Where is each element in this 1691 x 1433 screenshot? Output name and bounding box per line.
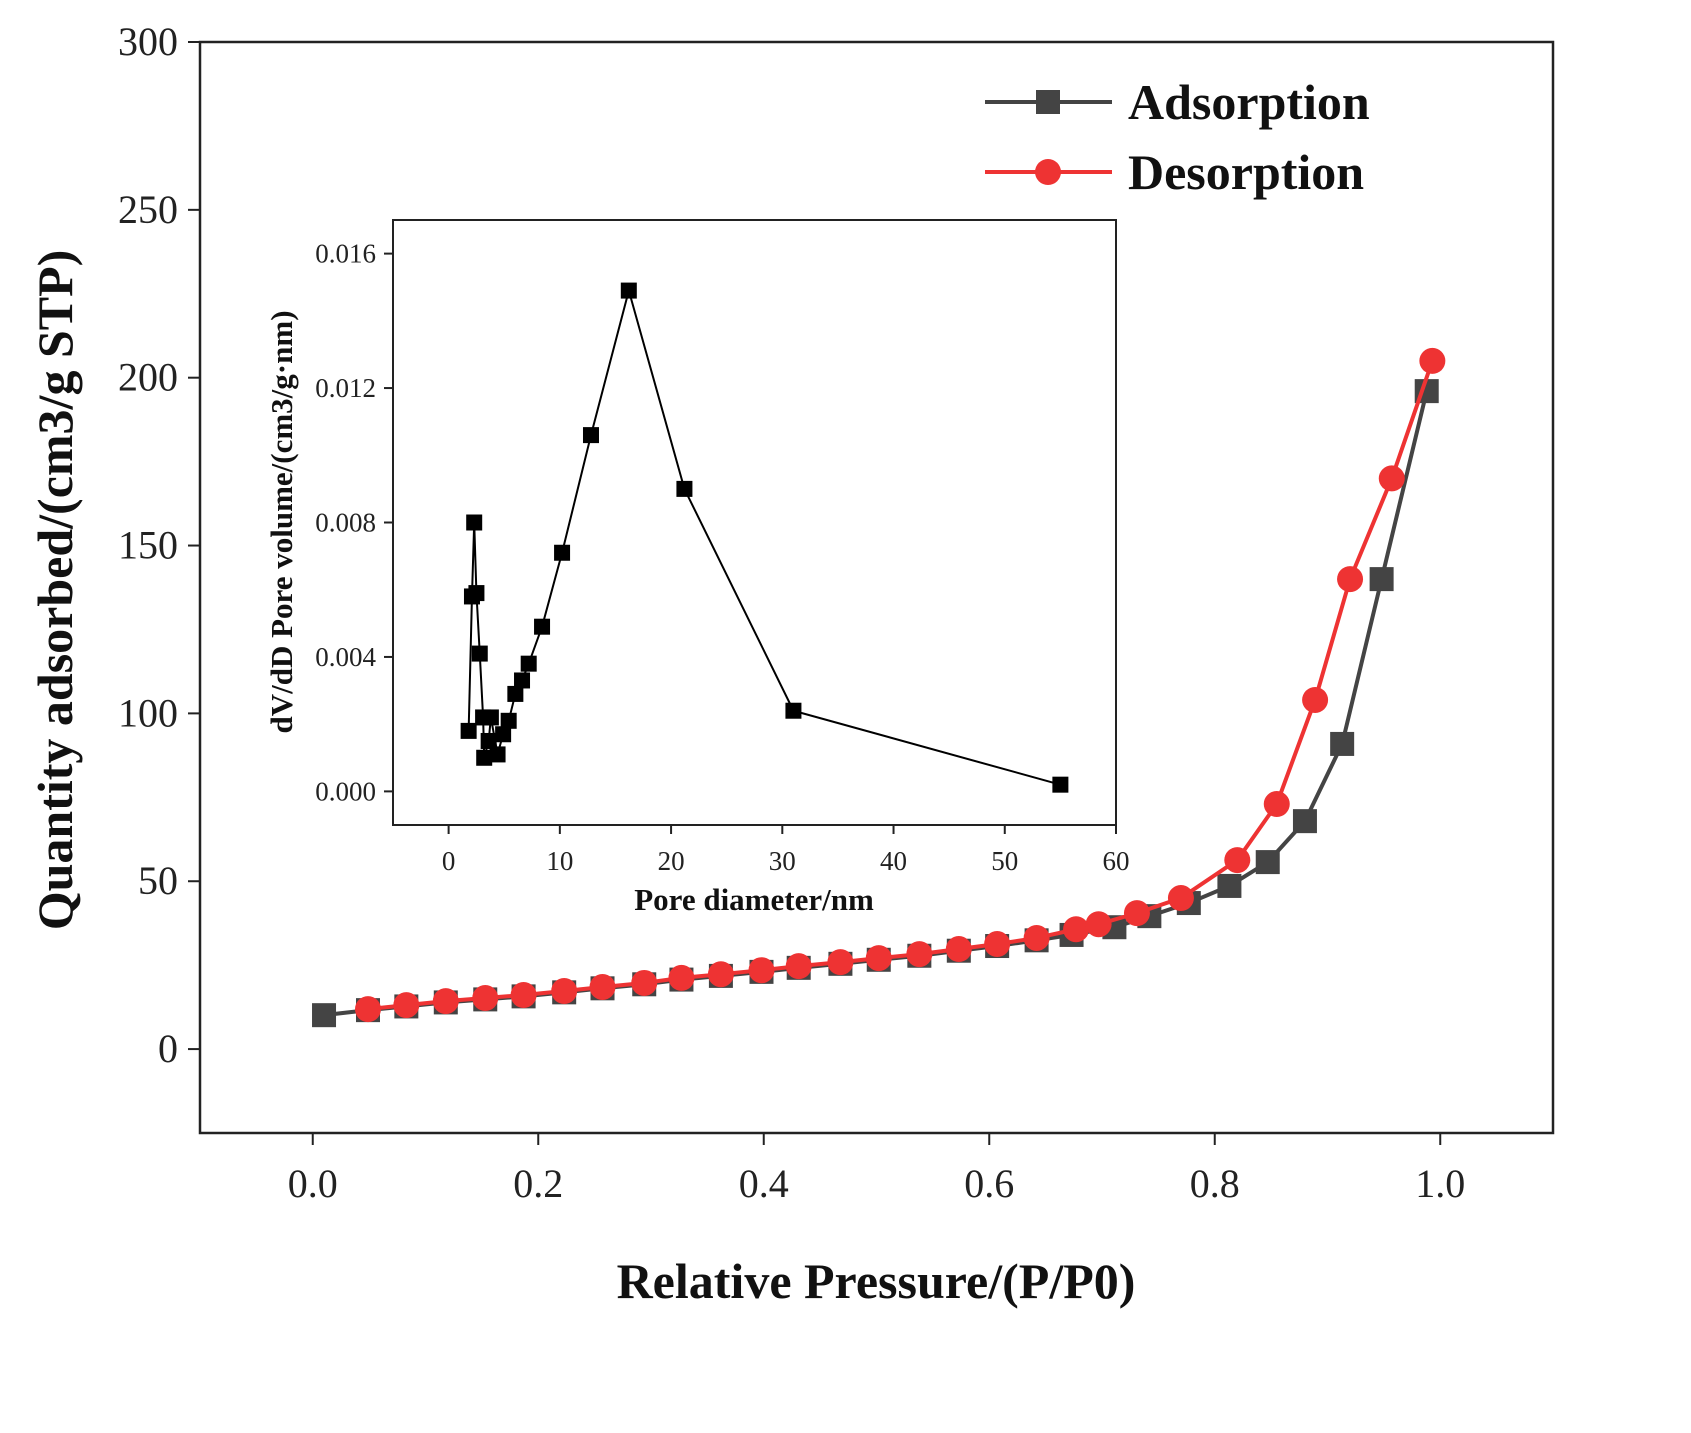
main-plot-frame — [198, 40, 1555, 1135]
desorption-point — [432, 988, 459, 1015]
inset-x-tick-label: 20 — [658, 846, 685, 876]
pore-size-distribution-point — [620, 282, 637, 299]
adsorption-point — [1369, 567, 1394, 592]
desorption-point — [1419, 347, 1446, 374]
inset-y-tick-label: 0.008 — [315, 508, 376, 538]
pore-size-distribution-point — [482, 709, 499, 726]
inset-x-tick-label: 30 — [769, 846, 796, 876]
pore-size-distribution-point — [554, 544, 571, 561]
legend-adsorption-label: Adsorption — [1128, 74, 1370, 130]
inset-x-axis-label: Pore diameter/nm — [634, 882, 874, 917]
pore-size-distribution-point — [514, 672, 531, 689]
x-tick-label: 0.2 — [513, 1161, 563, 1206]
x-tick-label: 0.4 — [739, 1161, 789, 1206]
legend-desorption-marker — [1035, 159, 1061, 185]
desorption-point — [631, 969, 658, 996]
desorption-point — [785, 953, 812, 980]
adsorption-point — [1292, 809, 1317, 834]
desorption-point — [551, 978, 578, 1005]
x-tick-label: 0.6 — [964, 1161, 1014, 1206]
inset-plot: 0 10 20 30 40 50 60 0.000 0.004 0.008 0.012 0.016 P… — [264, 219, 1130, 917]
desorption-point — [1337, 566, 1364, 593]
desorption-point — [945, 936, 972, 963]
inset-y-tick-label: 0.004 — [315, 642, 376, 672]
y-tick-label: 150 — [118, 523, 178, 568]
x-axis-label: Relative Pressure/(P/P0) — [617, 1253, 1136, 1309]
pore-size-distribution-point — [460, 722, 477, 739]
desorption-point — [1378, 465, 1405, 492]
desorption-point — [827, 949, 854, 976]
adsorption-point — [1255, 850, 1280, 875]
pore-size-distribution-point — [582, 427, 599, 444]
desorption-point — [707, 961, 734, 988]
adsorption-point — [312, 1003, 337, 1028]
inset-x-tick-label: 50 — [991, 846, 1018, 876]
pore-size-distribution-point — [471, 645, 488, 662]
inset-y-axis-label: dV/dD Pore volume/(cm3/g·nm) — [264, 310, 299, 733]
inset-x-tick-label: 0 — [442, 846, 456, 876]
pore-size-distribution-point — [534, 618, 551, 635]
inset-y-tick-label: 0.000 — [315, 776, 376, 806]
desorption-point — [1063, 916, 1090, 943]
pore-size-distribution-point — [476, 749, 493, 766]
x-tick-label: 0.0 — [288, 1161, 338, 1206]
pore-size-distribution-point — [468, 585, 485, 602]
x-tick-label: 1.0 — [1415, 1161, 1465, 1206]
adsorption-point — [1330, 731, 1355, 756]
pore-size-distribution-point — [520, 655, 537, 672]
inset-y-tick-label: 0.016 — [315, 239, 376, 269]
pore-size-distribution-point — [507, 685, 524, 702]
desorption-point — [354, 996, 381, 1023]
desorption-point — [1085, 911, 1112, 938]
desorption-point — [906, 941, 933, 968]
desorption-point — [1263, 791, 1290, 818]
y-tick-label: 200 — [118, 355, 178, 400]
y-tick-label: 0 — [158, 1026, 178, 1071]
desorption-point — [748, 957, 775, 984]
inset-x-tick-label: 60 — [1103, 846, 1130, 876]
y-tick-label: 100 — [118, 690, 178, 735]
pore-size-distribution-point — [480, 732, 497, 749]
desorption-point — [1302, 686, 1329, 713]
legend-desorption-label: Desorption — [1128, 144, 1364, 200]
desorption-point — [1167, 885, 1194, 912]
pore-size-distribution-point — [1052, 776, 1069, 793]
desorption-point — [984, 931, 1011, 958]
desorption-point — [472, 985, 499, 1012]
desorption-point — [1023, 924, 1050, 951]
legend: Adsorption Desorption — [985, 74, 1370, 200]
legend-adsorption-marker — [1036, 90, 1060, 114]
y-tick-label: 50 — [138, 858, 178, 903]
desorption-line — [367, 360, 1435, 1012]
pore-size-distribution-point — [495, 726, 512, 743]
y-tick-label: 300 — [118, 19, 178, 64]
desorption-point — [393, 992, 420, 1019]
y-tick-label: 250 — [118, 187, 178, 232]
desorption-point — [510, 982, 537, 1009]
pore-size-distribution-point — [489, 746, 506, 763]
desorption-point — [589, 973, 616, 1000]
inset-x-tick-label: 40 — [880, 846, 907, 876]
pore-size-distribution-point — [500, 712, 517, 729]
desorption-point — [668, 964, 695, 991]
desorption-point — [1224, 847, 1251, 874]
pore-size-distribution-point — [676, 480, 693, 497]
y-axis-label: Quantity adsorbed/(cm3/g STP) — [27, 250, 83, 931]
desorption-point — [865, 945, 892, 972]
inset-y-tick-label: 0.012 — [315, 373, 376, 403]
inset-x-tick-label: 10 — [546, 846, 573, 876]
pore-size-distribution-point — [466, 514, 483, 531]
desorption-point — [1123, 900, 1150, 927]
pore-size-distribution-point — [785, 702, 802, 719]
adsorption-point — [1217, 873, 1242, 898]
x-tick-label: 0.8 — [1190, 1161, 1240, 1206]
